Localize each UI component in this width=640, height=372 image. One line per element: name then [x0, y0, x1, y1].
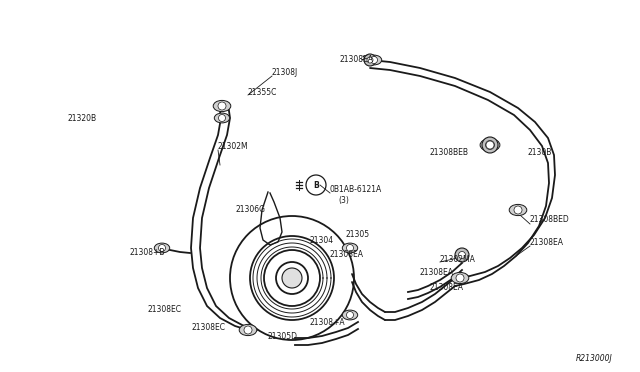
Ellipse shape: [154, 243, 170, 253]
Text: 21308EA: 21308EA: [420, 268, 454, 277]
Text: 21355C: 21355C: [248, 88, 277, 97]
Circle shape: [244, 326, 252, 334]
Text: 2130B: 2130B: [528, 148, 552, 157]
Ellipse shape: [480, 139, 500, 151]
Ellipse shape: [342, 243, 358, 253]
Circle shape: [458, 251, 465, 259]
Text: B: B: [313, 180, 319, 189]
Text: 21308BEB: 21308BEB: [430, 148, 469, 157]
Ellipse shape: [239, 324, 257, 336]
Text: 21308EA: 21308EA: [340, 55, 374, 64]
Text: 21306G: 21306G: [235, 205, 265, 214]
Ellipse shape: [342, 310, 358, 320]
Circle shape: [159, 244, 166, 251]
Text: 21302MA: 21302MA: [440, 255, 476, 264]
Text: 21308EA: 21308EA: [530, 238, 564, 247]
Text: (3): (3): [338, 196, 349, 205]
Text: 21302M: 21302M: [218, 142, 248, 151]
Text: 21308BED: 21308BED: [530, 215, 570, 224]
Ellipse shape: [451, 272, 468, 283]
Text: 21304: 21304: [310, 236, 334, 245]
Circle shape: [346, 311, 353, 318]
Text: 21308EC: 21308EC: [192, 323, 226, 332]
Text: 21308EA: 21308EA: [330, 250, 364, 259]
Circle shape: [364, 54, 376, 66]
Text: 21320B: 21320B: [68, 114, 97, 123]
Text: 21308EA: 21308EA: [430, 283, 464, 292]
Ellipse shape: [213, 100, 231, 112]
Ellipse shape: [214, 113, 230, 123]
Circle shape: [367, 57, 373, 63]
Circle shape: [282, 268, 302, 288]
Text: 21305: 21305: [345, 230, 369, 239]
Circle shape: [346, 244, 353, 251]
Ellipse shape: [509, 204, 527, 216]
Circle shape: [482, 137, 498, 153]
Circle shape: [218, 115, 225, 122]
Circle shape: [486, 141, 494, 149]
Text: R213000J: R213000J: [576, 354, 612, 363]
Text: 21308+A: 21308+A: [310, 318, 346, 327]
Circle shape: [218, 102, 226, 110]
Text: 21308J: 21308J: [272, 68, 298, 77]
Circle shape: [455, 248, 469, 262]
Text: 21305D: 21305D: [268, 332, 298, 341]
Circle shape: [371, 57, 378, 64]
Ellipse shape: [366, 55, 381, 65]
Text: 21308+B: 21308+B: [130, 248, 166, 257]
Circle shape: [456, 274, 464, 282]
Text: 21308EC: 21308EC: [148, 305, 182, 314]
Circle shape: [486, 141, 495, 150]
Text: 0B1AB-6121A: 0B1AB-6121A: [330, 185, 382, 194]
Circle shape: [514, 206, 522, 214]
